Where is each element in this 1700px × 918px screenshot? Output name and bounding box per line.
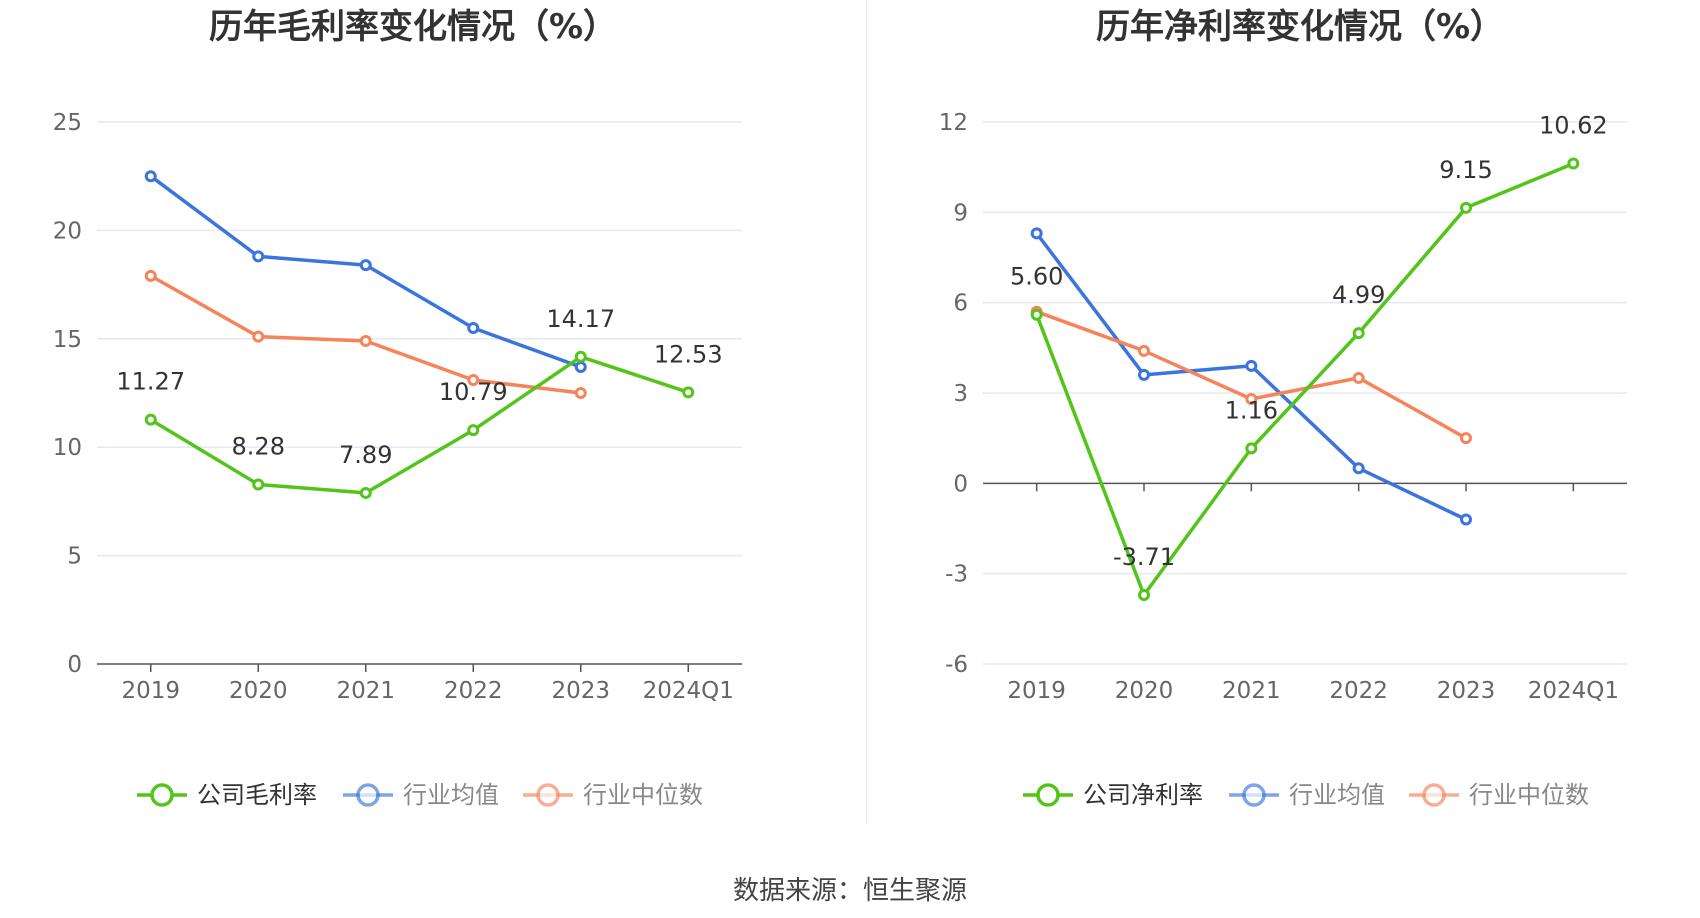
data-point — [1245, 393, 1258, 406]
chart-title: 历年毛利率变化情况（%） — [209, 7, 617, 47]
data-point — [1138, 589, 1150, 602]
data-label: 1.16 — [1225, 396, 1278, 424]
data-label: 7.89 — [339, 441, 392, 469]
data-label: 11.27 — [116, 368, 185, 396]
data-point — [1138, 368, 1150, 381]
data-point — [467, 321, 480, 334]
legend-marker — [150, 783, 174, 807]
data-source-note: 数据来源：恒生聚源 — [732, 876, 967, 906]
legend-marker — [356, 783, 380, 807]
x-tick-label: 2021 — [336, 678, 395, 704]
x-tick-label: 2024Q1 — [643, 678, 734, 704]
x-tick-label: 2019 — [121, 678, 180, 704]
legend-label: 公司毛利率 — [197, 781, 317, 809]
data-label: 8.28 — [232, 432, 285, 460]
y-tick-label: -3 — [945, 562, 968, 588]
y-tick-label: 20 — [53, 218, 82, 244]
y-tick-label: 12 — [939, 110, 968, 136]
y-tick-label: 25 — [53, 110, 82, 136]
x-tick-label: 2020 — [229, 678, 288, 704]
legend-marker — [536, 783, 560, 807]
x-tick-label: 2023 — [551, 678, 610, 704]
x-tick-label: 2019 — [1007, 678, 1066, 704]
data-label: 4.99 — [1332, 281, 1385, 309]
data-point — [252, 478, 265, 491]
x-tick-label: 2022 — [444, 678, 503, 704]
chart-divider — [866, 0, 867, 825]
legend-label: 行业中位数 — [583, 781, 703, 809]
y-tick-label: 6 — [953, 291, 968, 317]
data-point — [144, 413, 157, 426]
data-point — [1460, 432, 1472, 445]
data-label: 10.79 — [439, 378, 508, 406]
y-tick-label: 0 — [67, 652, 82, 678]
data-point — [1245, 359, 1258, 372]
series-line-industry-median — [149, 274, 582, 395]
legend-label: 公司净利率 — [1083, 781, 1203, 809]
data-point — [1460, 513, 1472, 526]
data-point — [1567, 157, 1580, 170]
data-point — [1352, 327, 1365, 340]
data-point — [144, 269, 157, 282]
legend-marker — [1422, 783, 1446, 807]
data-label: 9.15 — [1439, 156, 1492, 184]
data-point — [144, 170, 157, 183]
series-line-industry-avg — [1035, 232, 1467, 522]
legend-label: 行业中位数 — [1469, 781, 1589, 809]
data-point — [574, 387, 587, 399]
data-point — [1352, 462, 1365, 475]
data-point — [359, 334, 372, 347]
y-tick-label: 15 — [53, 327, 82, 353]
data-label: 14.17 — [546, 305, 615, 333]
data-point — [1460, 201, 1472, 214]
data-label: 10.62 — [1539, 112, 1608, 140]
legend-marker — [1036, 783, 1060, 807]
chart-title: 历年净利率变化情况（%） — [1096, 7, 1504, 47]
data-point — [252, 250, 265, 263]
data-label: 12.53 — [654, 340, 723, 368]
x-tick-label: 2020 — [1115, 678, 1174, 704]
data-point — [467, 424, 480, 437]
data-point — [574, 350, 587, 363]
y-tick-label: 10 — [53, 435, 82, 461]
series-line-company — [149, 355, 689, 495]
data-point — [467, 373, 480, 386]
y-tick-label: 0 — [953, 471, 968, 497]
x-tick-label: 2022 — [1329, 678, 1388, 704]
y-tick-label: 9 — [953, 200, 968, 226]
data-point — [359, 486, 372, 499]
y-tick-label: 5 — [67, 544, 82, 570]
data-point — [574, 360, 587, 373]
legend-marker — [1242, 783, 1266, 807]
data-point — [359, 259, 372, 272]
legend-label: 行业均值 — [403, 781, 499, 809]
data-point — [1030, 227, 1043, 240]
series-line-company — [1035, 161, 1574, 597]
x-tick-label: 2024Q1 — [1528, 678, 1619, 704]
data-point — [1352, 371, 1365, 384]
x-tick-label: 2023 — [1437, 678, 1496, 704]
y-tick-label: -6 — [945, 652, 968, 678]
data-point — [1138, 344, 1150, 357]
data-label: -3.71 — [1113, 543, 1175, 571]
y-tick-label: 3 — [953, 381, 968, 407]
data-point — [682, 386, 695, 399]
data-point — [252, 330, 265, 343]
data-point — [1030, 308, 1043, 321]
legend-label: 行业均值 — [1289, 781, 1385, 809]
data-point — [1245, 442, 1258, 455]
data-label: 5.60 — [1010, 263, 1063, 291]
x-tick-label: 2021 — [1222, 678, 1281, 704]
